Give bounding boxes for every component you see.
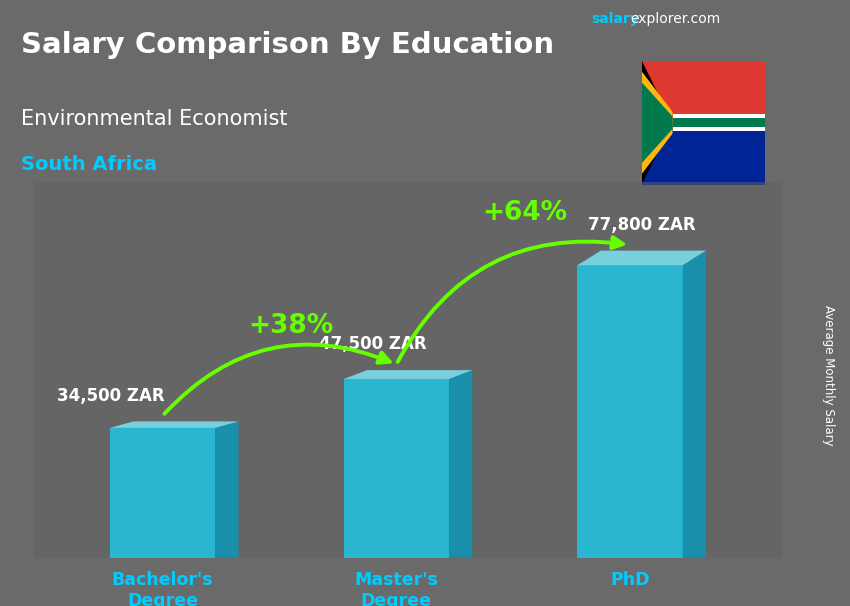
Polygon shape [642,61,765,122]
Polygon shape [642,61,672,185]
Text: explorer.com: explorer.com [631,12,721,26]
Polygon shape [449,370,473,558]
Bar [672,118,765,127]
Polygon shape [642,122,765,185]
Bar [672,114,765,132]
Text: 47,500 ZAR: 47,500 ZAR [319,335,427,353]
Text: Salary Comparison By Education: Salary Comparison By Education [21,31,554,59]
Text: South Africa: South Africa [21,155,157,174]
Polygon shape [343,370,473,379]
Text: salary: salary [591,12,638,26]
Text: Average Monthly Salary: Average Monthly Salary [822,305,836,446]
Text: 77,800 ZAR: 77,800 ZAR [588,216,695,234]
Polygon shape [683,251,706,558]
Polygon shape [577,251,706,265]
Polygon shape [215,421,239,558]
Polygon shape [110,428,215,558]
Polygon shape [577,265,683,558]
Polygon shape [642,72,672,174]
Polygon shape [642,82,672,163]
Text: Environmental Economist: Environmental Economist [21,108,288,128]
Text: 34,500 ZAR: 34,500 ZAR [57,387,165,405]
Text: +38%: +38% [248,313,334,339]
Polygon shape [110,421,239,428]
Polygon shape [343,379,449,558]
Text: +64%: +64% [482,199,568,225]
